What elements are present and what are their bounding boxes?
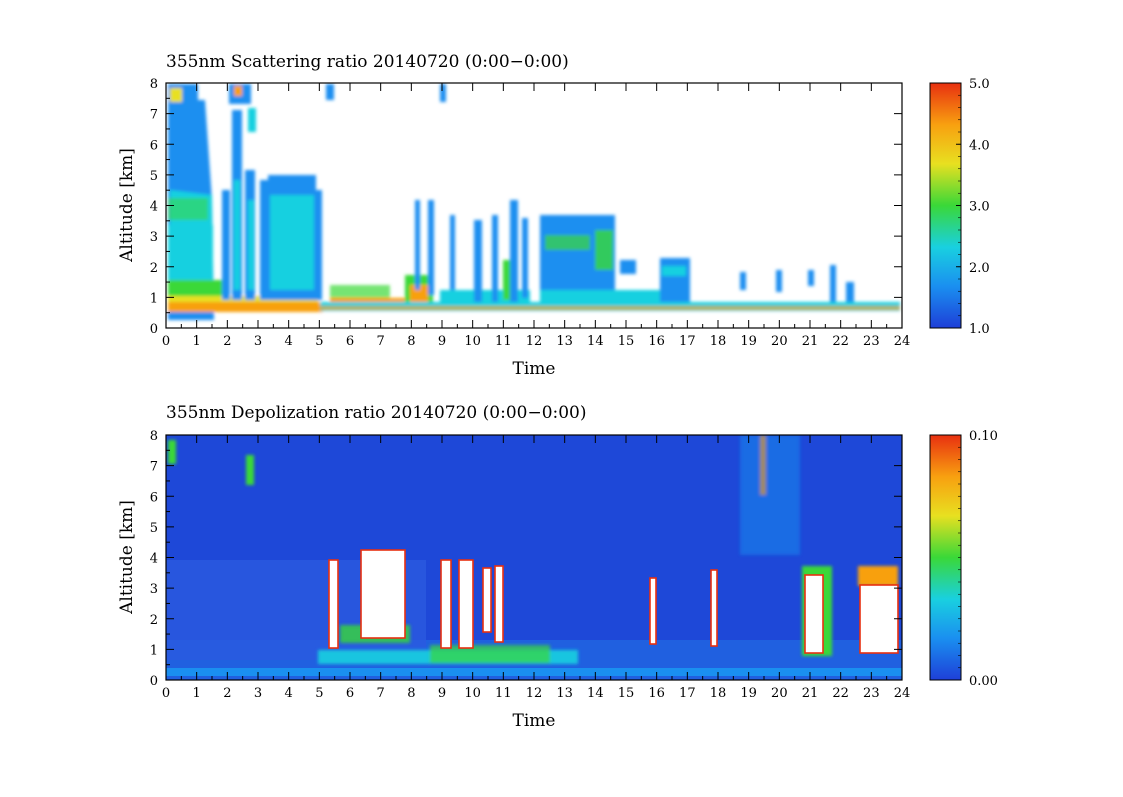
depolarization-x-tick-label: 2	[223, 686, 231, 701]
scattering-plot-area	[166, 83, 902, 328]
scattering-x-tick-label: 24	[894, 334, 911, 349]
scattering-x-tick-label: 11	[495, 334, 512, 349]
depolarization-chart-title: 355nm Depolization ratio 20140720 (0:00−…	[166, 403, 587, 423]
scattering-y-ticks: 0 1 2 3 4 5 6 7 8	[150, 77, 902, 337]
scattering-x-tick-label: 5	[315, 334, 323, 349]
scattering-colorbar-tick-label: 4.0	[969, 138, 990, 153]
scattering-x-tick-label: 2	[223, 334, 231, 349]
depolarization-y-tick-label: 6	[150, 490, 158, 505]
depolarization-colorbar: 0.00 0.10	[929, 429, 998, 689]
depolarization-x-tick-label: 8	[407, 686, 415, 701]
depolarization-ratio-panel: 355nm Depolization ratio 20140720 (0:00−…	[117, 403, 998, 731]
depolarization-colorbar-ticks: 0.00 0.10	[956, 429, 998, 689]
depolarization-y-tick-label: 7	[150, 460, 158, 475]
scattering-x-tick-label: 20	[771, 334, 788, 349]
depolarization-x-tick-label: 19	[740, 686, 757, 701]
scattering-colorbar-tick-label: 5.0	[969, 77, 990, 92]
depolarization-x-tick-label: 6	[346, 686, 354, 701]
scattering-x-tick-label: 21	[802, 334, 819, 349]
scattering-x-tick-label: 0	[162, 334, 170, 349]
depolarization-y-axis-label: Altitude [km]	[117, 500, 137, 615]
depolarization-x-tick-label: 18	[710, 686, 727, 701]
scattering-x-tick-label: 1	[193, 334, 201, 349]
depolarization-colorbar-tick-label: 0.10	[969, 429, 998, 444]
scattering-x-tick-label: 14	[587, 334, 604, 349]
scattering-colorbar-tick-label: 1.0	[969, 322, 990, 337]
scattering-y-tick-label: 6	[150, 138, 158, 153]
scattering-x-tick-label: 4	[285, 334, 293, 349]
scattering-y-tick-label: 4	[150, 200, 158, 215]
scattering-x-tick-label: 6	[346, 334, 354, 349]
scattering-x-tick-label: 17	[679, 334, 696, 349]
depolarization-x-tick-label: 20	[771, 686, 788, 701]
depolarization-x-tick-label: 11	[495, 686, 512, 701]
depolarization-y-tick-label: 4	[150, 552, 158, 567]
depolarization-y-ticks: 0 1 2 3 4 5 6 7 8	[150, 429, 902, 689]
depolarization-x-tick-label: 1	[193, 686, 201, 701]
scattering-x-ticks: 0 1 2 3 4 5 6 7 8 9 10 11 12 13 14 15 16 17 18 19 20 21 22 23 24	[162, 83, 910, 349]
depolarization-x-tick-label: 17	[679, 686, 696, 701]
depolarization-x-tick-label: 7	[377, 686, 385, 701]
depolarization-x-tick-label: 3	[254, 686, 262, 701]
scattering-x-tick-label: 9	[438, 334, 446, 349]
scattering-y-tick-label: 7	[150, 108, 158, 123]
depolarization-plot-area	[166, 435, 902, 680]
depolarization-y-tick-label: 8	[150, 429, 158, 444]
depolarization-colorbar-gradient	[929, 434, 962, 681]
depolarization-x-tick-label: 4	[285, 686, 293, 701]
scattering-colorbar-tick-label: 2.0	[969, 261, 990, 276]
scattering-y-tick-label: 5	[150, 169, 158, 184]
scattering-x-tick-label: 19	[740, 334, 757, 349]
scattering-colorbar-ticks: 1.0 2.0 3.0 4.0 5.0	[956, 77, 990, 337]
scattering-colorbar: 1.0 2.0 3.0 4.0 5.0	[929, 77, 990, 337]
depolarization-x-tick-label: 22	[832, 686, 849, 701]
scattering-x-tick-label: 22	[832, 334, 849, 349]
depolarization-masked-regions	[328, 549, 899, 654]
scattering-data-field	[168, 84, 900, 320]
depolarization-y-tick-label: 1	[150, 643, 158, 658]
scattering-x-tick-label: 16	[648, 334, 665, 349]
depolarization-x-tick-label: 13	[556, 686, 573, 701]
depolarization-x-tick-label: 14	[587, 686, 604, 701]
scattering-y-tick-label: 0	[150, 322, 158, 337]
scattering-x-tick-label: 3	[254, 334, 262, 349]
scattering-y-tick-label: 2	[150, 261, 158, 276]
scattering-colorbar-tick-label: 3.0	[969, 200, 990, 215]
depolarization-x-tick-label: 5	[315, 686, 323, 701]
scattering-x-tick-label: 23	[863, 334, 880, 349]
scattering-y-tick-label: 1	[150, 291, 158, 306]
scattering-chart-title: 355nm Scattering ratio 20140720 (0:00−0:…	[166, 52, 569, 72]
scattering-x-tick-label: 12	[526, 334, 543, 349]
scattering-x-tick-label: 15	[618, 334, 635, 349]
scattering-x-tick-label: 8	[407, 334, 415, 349]
depolarization-x-tick-label: 10	[464, 686, 481, 701]
depolarization-x-tick-label: 24	[894, 686, 911, 701]
depolarization-x-ticks: 0 1 2 3 4 5 6 7 8 9 10 11 12 13 14 15 16 17 18 19 20 21 22 23 24	[162, 435, 910, 701]
scattering-x-tick-label: 13	[556, 334, 573, 349]
depolarization-x-tick-label: 23	[863, 686, 880, 701]
depolarization-x-tick-label: 12	[526, 686, 543, 701]
depolarization-x-tick-label: 9	[438, 686, 446, 701]
depolarization-y-tick-label: 0	[150, 674, 158, 689]
scattering-ratio-panel: 355nm Scattering ratio 20140720 (0:00−0:…	[117, 52, 990, 379]
scattering-x-tick-label: 18	[710, 334, 727, 349]
scattering-colorbar-gradient	[929, 82, 962, 329]
depolarization-x-tick-label: 16	[648, 686, 665, 701]
depolarization-x-tick-label: 0	[162, 686, 170, 701]
scattering-x-axis-label: Time	[513, 359, 556, 379]
depolarization-x-axis-label: Time	[513, 711, 556, 731]
depolarization-y-tick-label: 3	[150, 582, 158, 597]
scattering-x-tick-label: 7	[377, 334, 385, 349]
depolarization-y-tick-label: 2	[150, 613, 158, 628]
depolarization-x-tick-label: 21	[802, 686, 819, 701]
scattering-y-tick-label: 8	[150, 77, 158, 92]
scattering-y-tick-label: 3	[150, 230, 158, 245]
scattering-x-tick-label: 10	[464, 334, 481, 349]
depolarization-x-tick-label: 15	[618, 686, 635, 701]
scattering-y-axis-label: Altitude [km]	[117, 148, 137, 263]
depolarization-colorbar-tick-label: 0.00	[969, 674, 998, 689]
depolarization-y-tick-label: 5	[150, 521, 158, 536]
